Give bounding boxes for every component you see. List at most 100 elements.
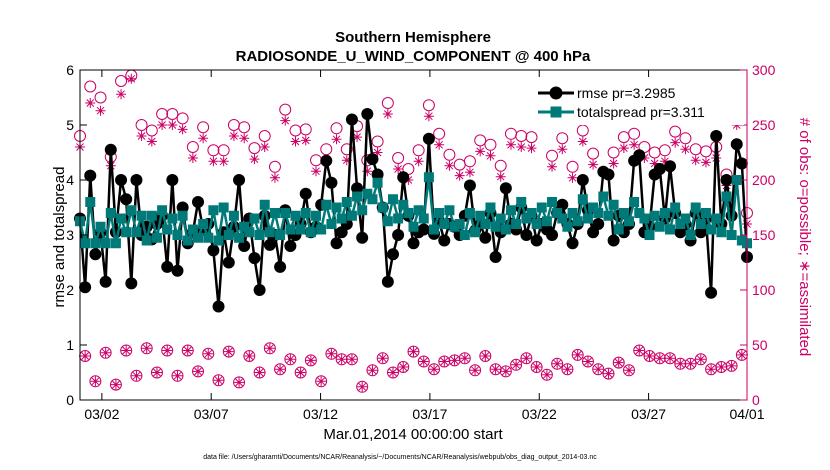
obs-assimilated-point [398,362,409,372]
spread-point [321,199,332,210]
spread-point [264,227,275,238]
obs-possible-point [530,361,543,373]
spread-point [475,210,486,221]
rmse-point [356,231,369,244]
spread-point [244,227,255,238]
y-tick-label: 3 [66,227,74,243]
spread-point [731,175,742,185]
obs-assimilated-point [690,155,701,166]
obs-assimilated-point [280,115,291,126]
spread-point [367,194,378,205]
obs-possible-point [469,364,482,377]
obs-assimilated-point [582,356,593,367]
spread-point [151,232,162,243]
obs-assimilated-point [495,171,506,182]
obs-assimilated-point [618,143,629,154]
obs-assimilated-point [223,346,234,357]
obs-assimilated-point [367,365,378,376]
spread-point [316,224,327,235]
spread-point [157,205,168,216]
spread-point [490,221,501,232]
rmse-point [222,256,235,269]
spread-point [182,235,193,246]
obs-assimilated-point [151,367,162,378]
obs-assimilated-point [136,131,147,141]
x-tick-label: 04/01 [729,406,764,422]
rmse-point [720,174,733,186]
obs-possible-point [325,347,338,360]
obs-assimilated-point [675,358,686,369]
obs-possible-point [494,159,507,172]
rmse-point [212,300,225,313]
spread-point [649,210,660,221]
spread-point [387,194,398,205]
obs-assimilated-point [131,370,142,381]
spread-point [95,221,106,232]
obs-assimilated-point [464,167,475,178]
obs-assimilated-point [182,345,193,356]
obs-possible-point [417,355,430,368]
rmse-point [479,231,492,244]
spread-point [690,202,701,213]
y2-tick-label: 50 [752,337,768,353]
y2-axis-label: # of obs: o=possible; ∗=assimilated [796,118,813,357]
obs-assimilated-point [593,364,604,375]
rmse-point [664,160,677,173]
obs-assimilated-point [110,379,121,390]
spread-point [311,210,322,221]
rmse-point [166,174,179,186]
obs-assimilated-point [331,134,342,145]
obs-possible-point [222,345,235,358]
rmse-point [238,240,251,252]
spread-point [275,230,286,240]
obs-assimilated-point [434,139,445,150]
obs-possible-point [592,363,605,376]
obs-possible-point [428,363,441,376]
rmse-point [546,229,559,241]
data-file-footer: data file: /Users/gharamti/Documents/NCA… [203,454,597,461]
obs-assimilated-point [326,348,337,359]
obs-assimilated-point [382,109,393,119]
rmse-point [115,174,128,186]
spread-point [290,210,301,221]
axis-ticks: 03/02 03/07 03/12 03/17 03/22 03/27 04/0101234… [66,62,775,422]
obs-assimilated-point [572,349,583,360]
obs-possible-point [607,146,620,159]
spread-point [439,219,450,229]
obs-possible-point [540,368,553,381]
y2-tick-label: 300 [752,62,776,78]
y-tick-label: 4 [66,172,74,188]
obs-possible-point [412,144,425,157]
obs-assimilated-point [249,154,260,165]
obs-possible-point [248,142,261,155]
obs-possible-point [479,350,492,362]
spread-point [639,213,650,224]
obs-assimilated-point [208,156,219,167]
obs-possible-point [212,374,225,387]
spread-point [552,208,563,218]
obs-assimilated-point [454,170,465,181]
spread-point [444,205,455,216]
obs-possible-point [551,357,564,370]
spread-point [470,227,481,238]
rmse-point [330,237,343,250]
rmse-point [520,229,533,241]
obs-possible-point [407,345,420,358]
obs-assimilated-point [413,156,424,167]
spread-point [234,232,245,243]
spread-point [485,202,496,213]
obs-possible-point [386,366,399,379]
obs-possible-point [217,144,230,157]
rmse-point [499,182,512,195]
spread-point [249,213,260,224]
obs-assimilated-point [603,368,614,379]
x-tick-label: 03/07 [194,406,229,422]
obs-assimilated-point [623,365,634,376]
obs-assimilated-point [346,354,357,365]
obs-assimilated-point [659,156,670,167]
obs-assimilated-point [649,158,660,169]
obs-possible-point [602,367,615,380]
obs-assimilated-point [203,348,214,359]
spread-point [685,230,696,240]
obs-assimilated-point [218,156,229,167]
